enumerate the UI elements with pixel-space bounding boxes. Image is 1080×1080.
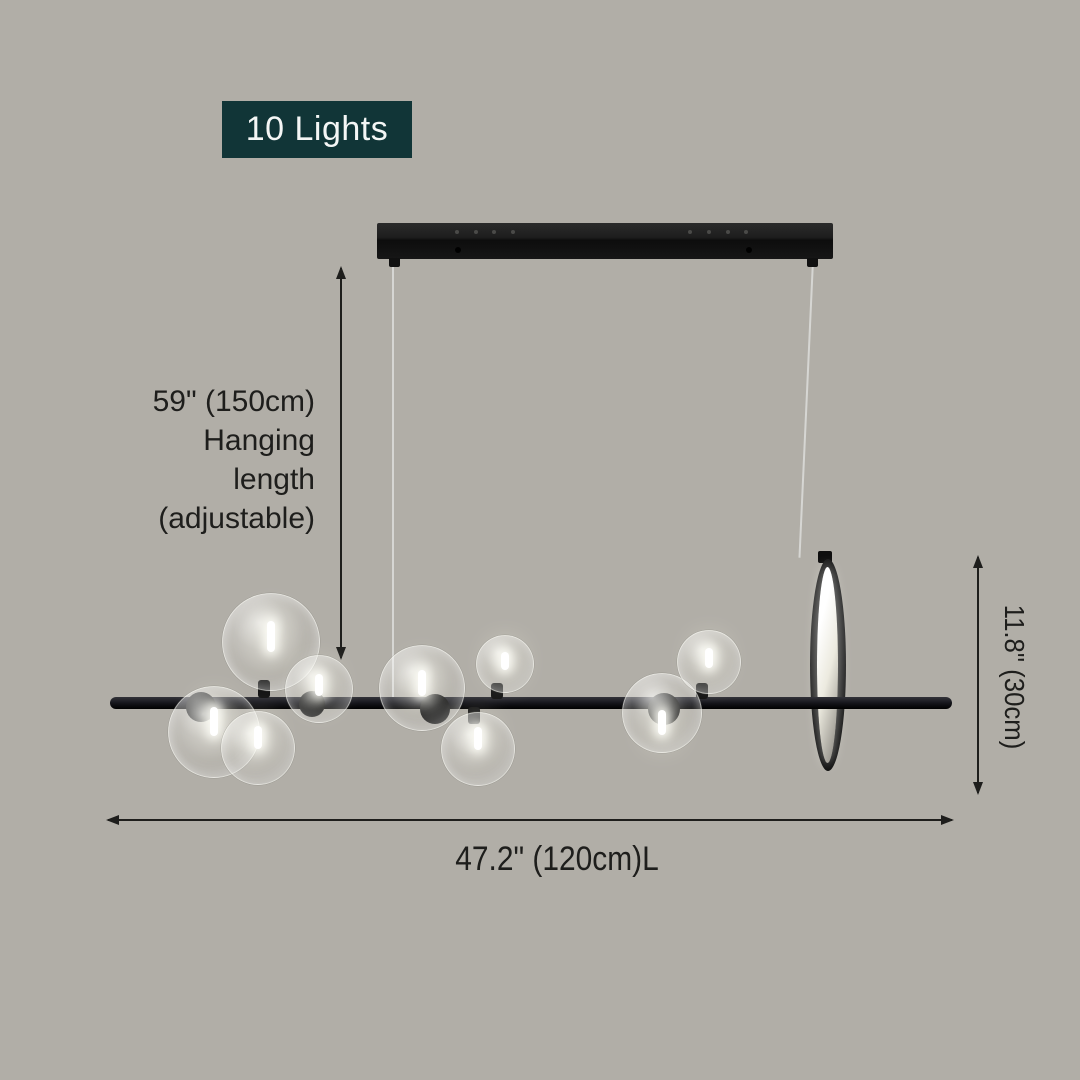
glass-globe [379,645,465,731]
mount-hole [455,247,461,253]
led-filament [210,706,218,736]
hanging-length-arrow [336,266,346,660]
hanging-length-line: length [233,463,315,496]
led-filament [501,651,509,670]
glass-globe [677,630,741,694]
screw-hole [455,230,459,234]
hanging-length-label: 59" (150cm) Hanging length (adjustable) [100,382,315,538]
suspension-wire-left [392,260,394,700]
fixture-height-arrow [973,555,983,795]
screw-hole [744,230,748,234]
fixture-height-label: 11.8" (30cm) [999,604,1030,750]
screw-hole [707,230,711,234]
hanging-length-line: Hanging [203,424,315,457]
screw-hole [492,230,496,234]
hanging-length-line: (adjustable) [158,502,315,535]
led-filament [267,620,275,652]
glass-globe [221,711,295,785]
fixture-length-label: 47.2" (120cm)L [455,840,659,878]
suspension-wire-right [798,259,814,558]
fixture-length-arrow [106,815,954,825]
screw-hole [511,230,515,234]
glass-globe [476,635,534,693]
bar-end-cap [807,258,818,267]
led-filament [418,669,426,697]
led-filament [315,674,323,696]
led-filament [474,727,482,751]
ring-light-glow [817,567,838,763]
ring-light [810,559,846,771]
screw-hole [688,230,692,234]
mount-hole [746,247,752,253]
lights-count-badge: 10 Lights [222,101,412,158]
led-filament [254,726,262,750]
glass-globe [285,655,353,723]
screw-hole [474,230,478,234]
hanging-length-line: 59" (150cm) [152,385,315,418]
led-filament [658,709,666,735]
ceiling-mount-bar [377,223,833,259]
glass-globe [441,712,515,786]
bar-end-cap [389,258,400,267]
led-filament [705,648,713,669]
screw-hole [726,230,730,234]
